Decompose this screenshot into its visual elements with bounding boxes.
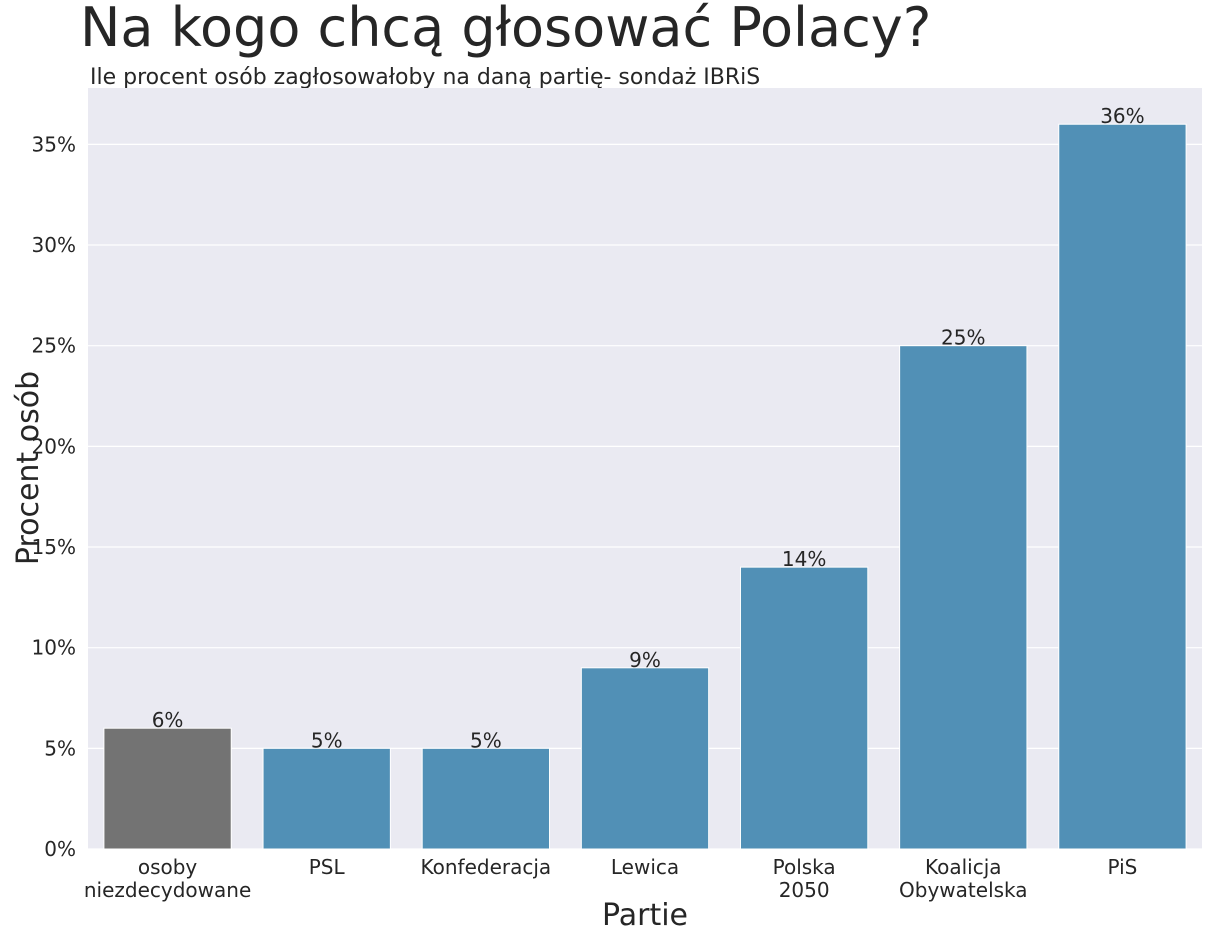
- bar-value-label: 25%: [941, 326, 985, 350]
- y-tick-label: 20%: [32, 434, 76, 458]
- bar: [262, 747, 391, 850]
- bar-labels: 6% 5% 5% 9% 14% 25% 36%: [152, 104, 1145, 752]
- x-tick-label: Lewica: [611, 855, 679, 879]
- x-tick-label: Konfederacja: [421, 855, 552, 879]
- bar: [1058, 123, 1187, 850]
- chart-title: Na kogo chcą głosować Polacy?: [80, 0, 931, 59]
- bar-value-label: 6%: [152, 708, 184, 732]
- x-tick-label: Koalicja Obywatelska: [899, 855, 1028, 902]
- bar: [421, 747, 551, 850]
- y-tick-label: 5%: [44, 736, 76, 760]
- y-axis-title: Procent osób: [11, 371, 46, 565]
- bar: [580, 667, 710, 850]
- bar-value-label: 5%: [311, 728, 343, 752]
- y-axis-ticks: 0% 5% 10% 15% 20% 25% 30% 35%: [32, 132, 76, 861]
- bar-value-label: 5%: [470, 728, 502, 752]
- x-tick-label: osoby niezdecydowane: [84, 855, 251, 902]
- y-tick-label: 25%: [32, 334, 76, 358]
- y-tick-label: 10%: [32, 636, 76, 660]
- x-tick-label: Polska 2050: [773, 855, 836, 902]
- bars: [103, 123, 1187, 850]
- x-axis-title: Partie: [602, 898, 688, 933]
- y-tick-label: 30%: [32, 233, 76, 257]
- y-tick-label: 15%: [32, 535, 76, 559]
- x-tick-label: PSL: [309, 855, 346, 879]
- x-axis-ticks: osoby niezdecydowane PSL Konfederacja Lewica…: [84, 855, 1137, 902]
- x-tick-label: PiS: [1107, 855, 1137, 879]
- bar-value-label: 36%: [1100, 104, 1144, 128]
- bar: [739, 566, 869, 850]
- bar-value-label: 14%: [782, 547, 826, 571]
- chart-subtitle: Ile procent osób zagłosowałoby na daną p…: [90, 65, 760, 90]
- y-tick-label: 35%: [32, 132, 76, 156]
- bar: [103, 727, 232, 850]
- y-tick-label: 0%: [44, 837, 76, 861]
- bar: [899, 345, 1028, 850]
- bar-value-label: 9%: [629, 648, 661, 672]
